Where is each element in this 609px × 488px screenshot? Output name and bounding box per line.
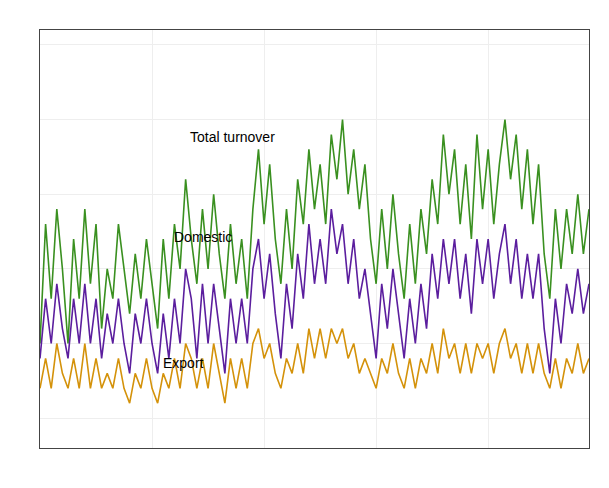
svg-text:Total turnover: Total turnover xyxy=(190,129,275,145)
svg-text:Domestic: Domestic xyxy=(174,229,232,245)
svg-text:Export: Export xyxy=(163,355,204,371)
